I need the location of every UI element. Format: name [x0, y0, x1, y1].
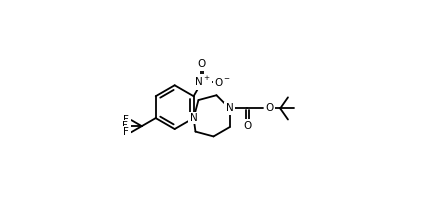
Text: N$^+$: N$^+$ — [193, 75, 210, 88]
Text: O: O — [264, 103, 273, 113]
Text: F: F — [122, 121, 127, 131]
Text: N: N — [225, 103, 233, 113]
Text: O: O — [243, 121, 251, 131]
Text: N: N — [189, 113, 197, 123]
Text: F: F — [123, 115, 129, 125]
Text: O: O — [197, 59, 206, 69]
Text: F: F — [123, 127, 129, 137]
Text: O$^-$: O$^-$ — [214, 76, 230, 88]
